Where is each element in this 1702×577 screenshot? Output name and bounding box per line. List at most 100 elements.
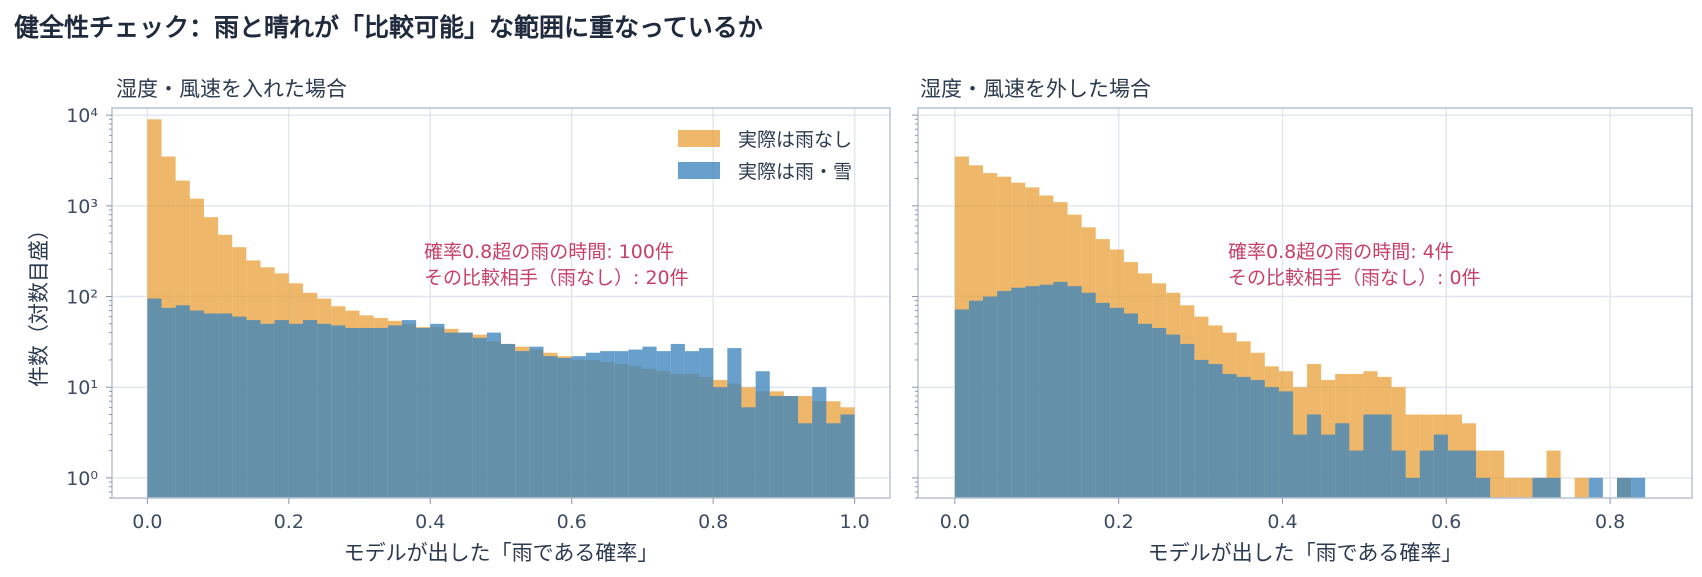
- bar-rain: [147, 298, 162, 498]
- bar-rain: [302, 320, 318, 498]
- bar-no-rain: [1490, 450, 1505, 498]
- bar-rain: [826, 423, 841, 498]
- bar-rain: [1476, 477, 1491, 498]
- figure-title: 健全性チェック：雨と晴れが「比較可能」な範囲に重なっているか: [14, 13, 763, 42]
- bar-rain: [1419, 450, 1434, 498]
- axes-frame: [917, 107, 1693, 499]
- bar-rain: [1025, 286, 1040, 498]
- bar-rain: [798, 423, 813, 498]
- x-tick-label: 0.6: [557, 511, 587, 533]
- axes-frame: [111, 107, 891, 499]
- panel-title: 湿度・風速を入れた場合: [116, 77, 347, 101]
- bar-rain: [430, 323, 445, 498]
- x-axis-label: モデルが出した「雨である確率」: [344, 541, 659, 565]
- bars: [147, 119, 855, 499]
- x-tick-label: 0.6: [1431, 511, 1461, 533]
- annotation-line-1: 確率0.8超の雨の時間: 100件: [424, 241, 674, 263]
- x-axis-label: モデルが出した「雨である確率」: [1148, 541, 1463, 565]
- bar-rain: [1405, 477, 1420, 498]
- bar-rain: [1462, 450, 1477, 498]
- bar-rain: [1321, 434, 1336, 498]
- bar-no-rain: [1504, 477, 1519, 498]
- legend-label-rain: 実際は雨・雪: [738, 161, 852, 183]
- bar-rain: [1433, 434, 1448, 498]
- bar-rain: [1335, 423, 1350, 498]
- bar-rain: [741, 407, 756, 498]
- bar-rain: [1208, 364, 1223, 498]
- bar-rain: [1039, 284, 1054, 498]
- y-tick-label: 10¹: [66, 377, 98, 399]
- bar-rain: [628, 349, 643, 498]
- bar-rain: [1363, 414, 1378, 498]
- bar-rain: [458, 332, 473, 498]
- x-tick-label: 0.2: [1104, 511, 1134, 533]
- bar-rain: [359, 327, 374, 498]
- x-ticks: 0.0 0.2 0.4 0.6 0.8: [940, 498, 1625, 533]
- bar-no-rain: [1405, 414, 1420, 498]
- bar-rain: [175, 305, 190, 498]
- bar-rain: [1546, 477, 1561, 498]
- bars: [954, 156, 1646, 499]
- bar-rain: [317, 323, 332, 498]
- bar-no-rain: [1574, 477, 1589, 498]
- y-ticks: 10⁰ 10¹ 10² 10³ 10⁴: [66, 105, 112, 499]
- bar-rain: [260, 323, 275, 498]
- legend-swatch-rain: [678, 162, 720, 179]
- bar-rain: [1137, 323, 1153, 498]
- bar-rain: [783, 395, 799, 498]
- bar-rain: [968, 300, 984, 498]
- bar-rain: [1236, 376, 1251, 498]
- y-tick-label: 10⁰: [66, 468, 98, 490]
- bar-rain: [444, 332, 459, 498]
- legend: 実際は雨なし 実際は雨・雪: [678, 129, 852, 183]
- x-tick-label: 1.0: [840, 511, 870, 533]
- bar-rain: [1631, 477, 1646, 498]
- bar-rain: [1180, 343, 1195, 498]
- x-ticks: 0.0 0.2 0.4 0.6 0.8 1.0: [132, 498, 870, 533]
- panel-without-humidity-wind: 湿度・風速を外した場合 0.0 0.2 0.4 0.6 0.8 モデルが出した「雨である…: [912, 77, 1693, 565]
- bar-rain: [1152, 327, 1167, 498]
- bar-rain: [769, 395, 784, 498]
- bar-rain: [1194, 359, 1209, 498]
- bar-rain: [1250, 380, 1265, 498]
- y-tick-label: 10³: [66, 196, 98, 218]
- bar-rain: [1307, 414, 1322, 498]
- y-ticks: [912, 114, 918, 499]
- bar-rain: [954, 309, 969, 498]
- bar-rain: [571, 356, 586, 498]
- bar-rain: [529, 346, 544, 498]
- bar-rain: [246, 320, 261, 498]
- bar-rain: [1166, 334, 1181, 498]
- x-tick-label: 0.2: [274, 511, 304, 533]
- panel-title: 湿度・風速を外した場合: [920, 77, 1151, 101]
- bar-rain: [486, 332, 501, 498]
- bar-rain: [614, 351, 629, 498]
- bar-rain: [1222, 373, 1237, 498]
- bar-rain: [1123, 313, 1138, 498]
- bar-rain: [997, 291, 1012, 498]
- bar-rain: [727, 348, 742, 498]
- bar-rain: [1391, 450, 1406, 498]
- bar-rain: [274, 320, 289, 498]
- legend-label-no-rain: 実際は雨なし: [738, 129, 852, 151]
- bar-rain: [1095, 302, 1110, 498]
- y-tick-label: 10⁴: [66, 105, 98, 127]
- annotation-line-2: その比較相手（雨なし）: 20件: [424, 267, 689, 289]
- bar-rain: [331, 325, 346, 498]
- bar-rain: [1292, 434, 1308, 498]
- bar-rain: [1053, 281, 1068, 498]
- bar-rain: [373, 327, 388, 498]
- x-tick-label: 0.0: [132, 511, 162, 533]
- bar-rain: [1081, 292, 1096, 498]
- bar-rain: [983, 296, 998, 498]
- bar-rain: [288, 323, 303, 498]
- x-tick-label: 0.8: [1595, 511, 1625, 533]
- bar-rain: [203, 313, 219, 498]
- bar-rain: [543, 356, 558, 498]
- annotation-line-2: その比較相手（雨なし）: 0件: [1228, 267, 1481, 289]
- bar-rain: [1011, 287, 1026, 498]
- x-tick-label: 0.8: [698, 511, 728, 533]
- bar-rain: [1109, 307, 1124, 498]
- bar-rain: [840, 414, 855, 498]
- bar-rain: [1616, 477, 1632, 498]
